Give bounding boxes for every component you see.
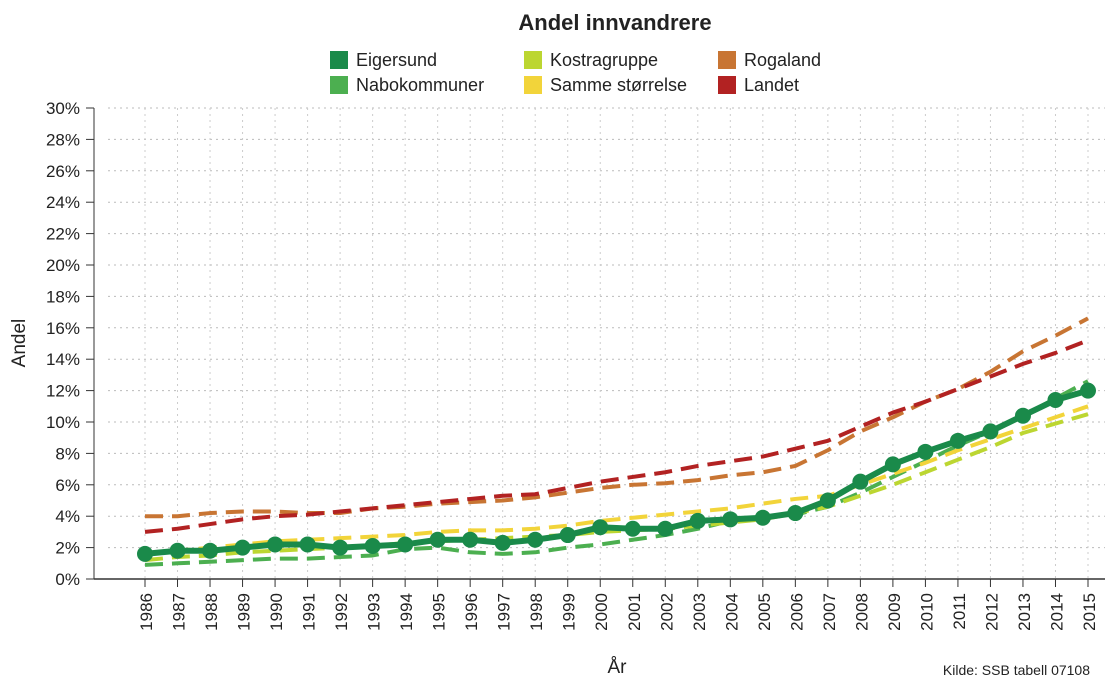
chart-title: Andel innvandrere bbox=[518, 10, 711, 35]
legend-label: Samme størrelse bbox=[550, 75, 687, 95]
point bbox=[949, 432, 966, 449]
y-tick-label: 14% bbox=[46, 350, 80, 369]
series-line bbox=[144, 379, 1089, 567]
x-tick-label: 2011 bbox=[950, 593, 969, 630]
x-tick-label: 1993 bbox=[365, 593, 384, 631]
x-tick-label: 2002 bbox=[657, 593, 676, 631]
y-tick-label: 26% bbox=[46, 162, 80, 181]
legend-label: Eigersund bbox=[356, 50, 437, 70]
point bbox=[527, 531, 544, 548]
x-tick-label: 1991 bbox=[300, 593, 319, 631]
point bbox=[494, 534, 511, 551]
y-tick-label: 22% bbox=[46, 225, 80, 244]
point bbox=[462, 531, 479, 548]
y-tick-label: 12% bbox=[46, 382, 80, 401]
point bbox=[657, 520, 674, 537]
legend-label: Rogaland bbox=[744, 50, 821, 70]
x-tick-label: 1992 bbox=[332, 593, 351, 631]
y-tick-label: 30% bbox=[46, 99, 80, 118]
point bbox=[787, 505, 804, 522]
series-line bbox=[144, 338, 1089, 534]
y-tick-label: 0% bbox=[55, 570, 80, 589]
x-tick-label: 2004 bbox=[722, 593, 741, 631]
x-tick-label: 2010 bbox=[917, 593, 936, 631]
point bbox=[852, 473, 869, 490]
point bbox=[202, 542, 219, 559]
series-line bbox=[144, 412, 1089, 563]
x-tick-label: 2001 bbox=[625, 593, 644, 631]
x-axis-label: År bbox=[608, 657, 628, 678]
point bbox=[689, 512, 706, 529]
y-tick-label: 4% bbox=[55, 507, 80, 526]
x-tick-label: 2003 bbox=[690, 593, 709, 631]
legend-swatch bbox=[718, 51, 736, 69]
point bbox=[364, 538, 381, 555]
x-tick-label: 1998 bbox=[527, 593, 546, 631]
point bbox=[429, 531, 446, 548]
point bbox=[722, 511, 739, 528]
x-tick-label: 2012 bbox=[982, 593, 1001, 631]
series-line bbox=[145, 316, 1089, 519]
point bbox=[169, 542, 186, 559]
point bbox=[397, 536, 414, 553]
x-tick-label: 1997 bbox=[495, 593, 514, 631]
x-tick-label: 1996 bbox=[462, 593, 481, 631]
x-tick-label: 1990 bbox=[267, 593, 286, 631]
point bbox=[1047, 392, 1064, 409]
y-axis-label: Andel bbox=[9, 319, 30, 368]
y-tick-label: 10% bbox=[46, 413, 80, 432]
source: Kilde: SSB tabell 07108 bbox=[943, 662, 1090, 678]
x-tick-label: 1989 bbox=[235, 593, 254, 631]
x-tick-label: 2006 bbox=[787, 593, 806, 631]
y-tick-label: 8% bbox=[55, 444, 80, 463]
x-tick-label: 2009 bbox=[885, 593, 904, 631]
y-tick-label: 20% bbox=[46, 256, 80, 275]
x-tick-label: 1988 bbox=[202, 593, 221, 631]
x-tick-label: 1987 bbox=[170, 593, 189, 631]
point bbox=[332, 539, 349, 556]
point bbox=[884, 456, 901, 473]
legend-swatch bbox=[524, 51, 542, 69]
series-line bbox=[144, 387, 1089, 557]
legend-swatch bbox=[330, 76, 348, 94]
x-tick-label: 2000 bbox=[592, 593, 611, 631]
x-tick-label: 2008 bbox=[852, 593, 871, 631]
y-tick-label: 6% bbox=[55, 476, 80, 495]
point bbox=[819, 492, 836, 509]
point bbox=[234, 539, 251, 556]
y-tick-label: 16% bbox=[46, 319, 80, 338]
point bbox=[137, 545, 153, 562]
point bbox=[267, 536, 284, 553]
x-tick-label: 1994 bbox=[397, 593, 416, 631]
y-tick-label: 28% bbox=[46, 130, 80, 149]
x-tick-label: 2013 bbox=[1015, 593, 1034, 631]
point bbox=[917, 443, 934, 460]
point bbox=[982, 423, 999, 440]
legend-label: Kostragruppe bbox=[550, 50, 658, 70]
y-tick-label: 24% bbox=[46, 193, 80, 212]
point bbox=[299, 536, 316, 553]
legend-label: Landet bbox=[744, 75, 799, 95]
x-tick-label: 1986 bbox=[137, 593, 156, 631]
x-tick-label: 1995 bbox=[430, 593, 449, 631]
legend-swatch bbox=[524, 76, 542, 94]
point bbox=[624, 520, 641, 537]
point bbox=[559, 527, 576, 544]
point bbox=[1080, 382, 1096, 399]
x-tick-label: 2005 bbox=[755, 593, 774, 631]
point bbox=[592, 519, 609, 536]
x-tick-label: 1999 bbox=[560, 593, 579, 631]
y-tick-label: 2% bbox=[55, 539, 80, 558]
x-tick-label: 2015 bbox=[1080, 593, 1099, 631]
x-tick-label: 2014 bbox=[1047, 593, 1066, 631]
y-tick-label: 18% bbox=[46, 287, 80, 306]
legend-swatch bbox=[330, 51, 348, 69]
legend-swatch bbox=[718, 76, 736, 94]
legend-label: Nabokommuner bbox=[356, 75, 484, 95]
x-tick-label: 2007 bbox=[820, 593, 839, 631]
point bbox=[754, 509, 771, 526]
series-line bbox=[144, 404, 1089, 556]
point bbox=[1014, 407, 1031, 424]
